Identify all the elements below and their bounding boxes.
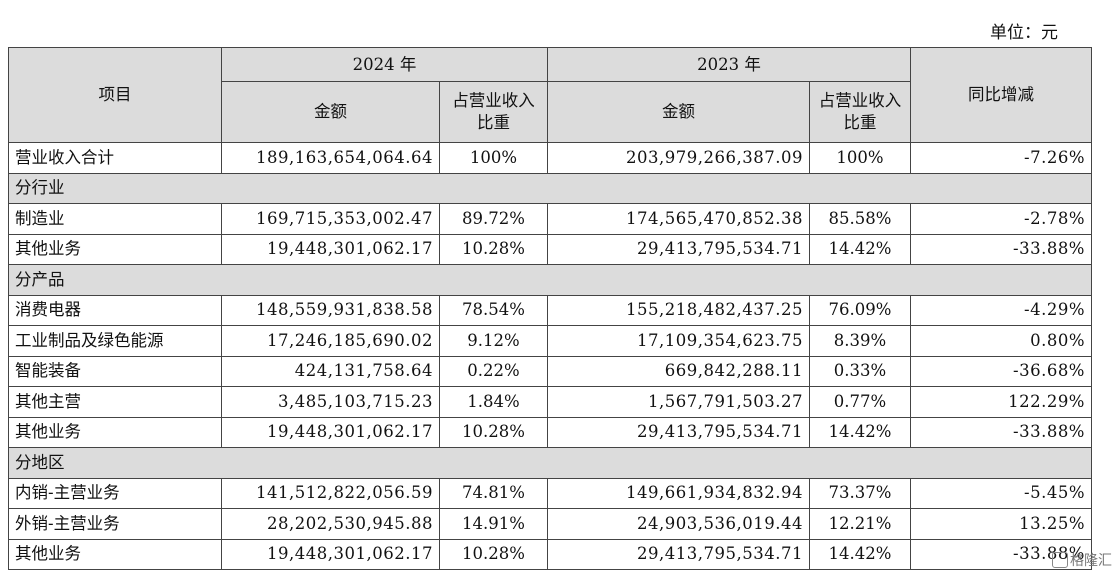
amount-2023: 29,413,795,534.71 <box>547 233 810 265</box>
share-2023: 8.39% <box>809 325 911 357</box>
row-label: 其他业务 <box>8 416 222 448</box>
share-2023: 73.37% <box>809 477 911 509</box>
share-2023: 0.33% <box>809 355 911 387</box>
group-row: 分行业 <box>8 172 1092 204</box>
share-2024: 14.91% <box>439 508 548 540</box>
amount-2024: 19,448,301,062.17 <box>221 538 440 570</box>
yoy-change: -33.88% <box>910 538 1092 570</box>
header-amount-2024: 金额 <box>221 81 440 143</box>
amount-2023: 17,109,354,623.75 <box>547 325 810 357</box>
share-2024: 78.54% <box>439 294 548 326</box>
table-row: 营业收入合计 189,163,654,064.64 100% 203,979,266,… <box>8 142 1092 174</box>
amount-2024: 189,163,654,064.64 <box>221 142 440 174</box>
header-share-2023: 占营业收入比重 <box>809 81 911 143</box>
yoy-change: 122.29% <box>910 386 1092 418</box>
table-row: 内销-主营业务 141,512,822,056.59 74.81% 149,661,9… <box>8 477 1092 509</box>
amount-2023: 155,218,482,437.25 <box>547 294 810 326</box>
share-2024: 100% <box>439 142 548 174</box>
amount-2024: 17,246,185,690.02 <box>221 325 440 357</box>
header-item: 项目 <box>8 47 222 143</box>
row-label: 消费电器 <box>8 294 222 326</box>
table-row: 其他业务 19,448,301,062.17 10.28% 29,413,795,53… <box>8 416 1092 448</box>
yoy-change: 13.25% <box>910 508 1092 540</box>
yoy-change: -33.88% <box>910 233 1092 265</box>
table-row: 其他业务 19,448,301,062.17 10.28% 29,413,795,53… <box>8 233 1092 265</box>
yoy-change: -33.88% <box>910 416 1092 448</box>
row-label: 其他业务 <box>8 233 222 265</box>
share-2024: 74.81% <box>439 477 548 509</box>
header-amount-2023: 金额 <box>547 81 810 143</box>
table-row: 其他主营 3,485,103,715.23 1.84% 1,567,791,503.2… <box>8 386 1092 418</box>
row-label: 工业制品及绿色能源 <box>8 325 222 357</box>
yoy-change: -4.29% <box>910 294 1092 326</box>
header-year-2023: 2023 年 <box>547 47 911 82</box>
share-2024: 10.28% <box>439 233 548 265</box>
group-row: 分地区 <box>8 447 1092 479</box>
table-row: 其他业务 19,448,301,062.17 10.28% 29,413,795,53… <box>8 538 1092 570</box>
amount-2023: 29,413,795,534.71 <box>547 416 810 448</box>
group-label: 分产品 <box>8 264 1092 296</box>
amount-2023: 669,842,288.11 <box>547 355 810 387</box>
amount-2024: 28,202,530,945.88 <box>221 508 440 540</box>
share-2024: 10.28% <box>439 416 548 448</box>
group-label: 分行业 <box>8 172 1092 204</box>
amount-2024: 3,485,103,715.23 <box>221 386 440 418</box>
amount-2023: 149,661,934,832.94 <box>547 477 810 509</box>
table-row: 智能装备 424,131,758.64 0.22% 669,842,288.11 0.3… <box>8 355 1092 387</box>
share-2023: 14.42% <box>809 416 911 448</box>
amount-2024: 19,448,301,062.17 <box>221 416 440 448</box>
yoy-change: -2.78% <box>910 203 1092 235</box>
header-share-2024: 占营业收入比重 <box>439 81 548 143</box>
amount-2023: 174,565,470,852.38 <box>547 203 810 235</box>
share-2023: 14.42% <box>809 233 911 265</box>
amount-2023: 24,903,536,019.44 <box>547 508 810 540</box>
share-2023: 100% <box>809 142 911 174</box>
watermark: 格隆汇 <box>1052 550 1112 570</box>
share-2023: 0.77% <box>809 386 911 418</box>
share-2024: 1.84% <box>439 386 548 418</box>
amount-2023: 1,567,791,503.27 <box>547 386 810 418</box>
table-row: 制造业 169,715,353,002.47 89.72% 174,565,470,8… <box>8 203 1092 235</box>
row-label: 其他业务 <box>8 538 222 570</box>
share-2023: 12.21% <box>809 508 911 540</box>
header-year-2024: 2024 年 <box>221 47 548 82</box>
yoy-change: -5.45% <box>910 477 1092 509</box>
row-label: 外销-主营业务 <box>8 508 222 540</box>
share-2024: 89.72% <box>439 203 548 235</box>
amount-2023: 29,413,795,534.71 <box>547 538 810 570</box>
share-2024: 9.12% <box>439 325 548 357</box>
yoy-change: 0.80% <box>910 325 1092 357</box>
share-2024: 0.22% <box>439 355 548 387</box>
row-label: 其他主营 <box>8 386 222 418</box>
unit-label: 单位：元 <box>990 23 1058 43</box>
share-2023: 14.42% <box>809 538 911 570</box>
table-row: 消费电器 148,559,931,838.58 78.54% 155,218,482,… <box>8 294 1092 326</box>
amount-2024: 19,448,301,062.17 <box>221 233 440 265</box>
row-label: 营业收入合计 <box>8 142 222 174</box>
share-2023: 76.09% <box>809 294 911 326</box>
share-2024: 10.28% <box>439 538 548 570</box>
row-label: 智能装备 <box>8 355 222 387</box>
share-2023: 85.58% <box>809 203 911 235</box>
watermark-logo-icon <box>1052 552 1068 568</box>
amount-2024: 169,715,353,002.47 <box>221 203 440 235</box>
table-row: 工业制品及绿色能源 17,246,185,690.02 9.12% 17,109,35… <box>8 325 1092 357</box>
table-body: 营业收入合计 189,163,654,064.64 100% 203,979,266,… <box>8 142 1092 570</box>
row-label: 制造业 <box>8 203 222 235</box>
watermark-text: 格隆汇 <box>1070 553 1112 569</box>
yoy-change: -36.68% <box>910 355 1092 387</box>
header-yoy: 同比增减 <box>910 47 1092 143</box>
group-row: 分产品 <box>8 264 1092 296</box>
amount-2023: 203,979,266,387.09 <box>547 142 810 174</box>
amount-2024: 148,559,931,838.58 <box>221 294 440 326</box>
yoy-change: -7.26% <box>910 142 1092 174</box>
row-label: 内销-主营业务 <box>8 477 222 509</box>
amount-2024: 141,512,822,056.59 <box>221 477 440 509</box>
table-row: 外销-主营业务 28,202,530,945.88 14.91% 24,903,536… <box>8 508 1092 540</box>
group-label: 分地区 <box>8 447 1092 479</box>
amount-2024: 424,131,758.64 <box>221 355 440 387</box>
revenue-breakdown-table: 项目 2024 年 2023 年 同比增减 金额 占营业收入比重 金额 占营业收… <box>8 47 1092 570</box>
